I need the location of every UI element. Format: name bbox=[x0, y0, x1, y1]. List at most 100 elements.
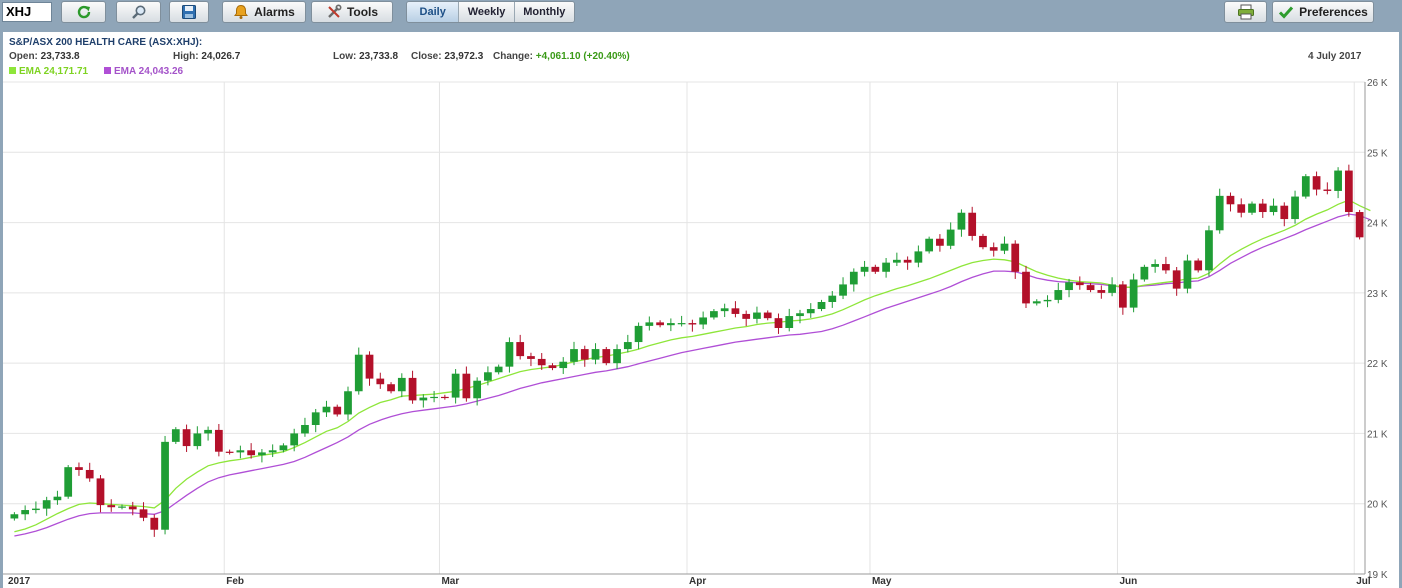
save-icon bbox=[182, 5, 196, 19]
candle-up bbox=[1205, 230, 1213, 271]
candle-up bbox=[1129, 279, 1138, 308]
candle-up bbox=[171, 429, 180, 442]
candle-up bbox=[473, 380, 482, 399]
alarms-button[interactable]: Alarms bbox=[222, 1, 306, 23]
candle-up bbox=[699, 317, 708, 325]
x-tick-label: 2017 bbox=[8, 576, 31, 587]
candle-down bbox=[871, 266, 880, 272]
candle-up bbox=[946, 229, 955, 246]
ema-lines bbox=[14, 199, 1371, 537]
checkmark-icon bbox=[1279, 6, 1294, 19]
candle-up bbox=[419, 397, 428, 401]
candle-down bbox=[936, 238, 944, 246]
search-button[interactable] bbox=[116, 1, 161, 23]
candle-up bbox=[710, 311, 718, 318]
candle-up bbox=[1065, 282, 1073, 291]
tab-weekly[interactable]: Weekly bbox=[459, 2, 515, 22]
open-stat: Open: 23,733.8 bbox=[9, 51, 80, 62]
candlestick-chart: 19 K 20 K 21 K 22 K 23 K 24 K 25 K 26 K 2017 Feb… bbox=[3, 78, 1388, 587]
candle-up bbox=[849, 271, 858, 285]
ema-fast-line bbox=[14, 199, 1371, 533]
candle-up bbox=[301, 424, 309, 434]
candles bbox=[10, 164, 1364, 537]
candle-up bbox=[204, 429, 212, 434]
candle-up bbox=[505, 342, 514, 367]
candle-down bbox=[1011, 243, 1020, 272]
y-tick-label: 26 K bbox=[1367, 78, 1388, 89]
candle-down bbox=[1237, 204, 1246, 213]
candle-down bbox=[1162, 264, 1170, 271]
tools-label: Tools bbox=[346, 5, 379, 19]
candle-down bbox=[1022, 271, 1030, 304]
search-icon bbox=[131, 5, 145, 19]
candle-down bbox=[376, 378, 385, 385]
candle-up bbox=[1108, 284, 1116, 293]
chart-grid bbox=[3, 81, 1365, 575]
candle-up bbox=[236, 450, 245, 453]
candle-up bbox=[806, 309, 815, 314]
x-tick-label: Jul bbox=[1356, 576, 1371, 587]
candle-down bbox=[516, 342, 525, 357]
candle-up bbox=[53, 496, 62, 501]
printer-icon bbox=[1237, 4, 1254, 20]
high-label: High: bbox=[173, 51, 199, 62]
symbol-input[interactable]: XHJ bbox=[2, 2, 52, 22]
high-stat: High: 24,026.7 bbox=[173, 51, 240, 62]
candle-down bbox=[440, 396, 449, 399]
candle-down bbox=[462, 373, 471, 399]
candle-up bbox=[1140, 266, 1149, 280]
candle-up bbox=[32, 508, 40, 511]
candle-down bbox=[182, 429, 191, 447]
candle-up bbox=[677, 323, 686, 325]
y-axis: 19 K 20 K 21 K 22 K 23 K 24 K 25 K 26 K bbox=[1364, 78, 1388, 581]
candle-up bbox=[21, 510, 30, 515]
refresh-button[interactable] bbox=[61, 1, 106, 23]
y-tick-label: 22 K bbox=[1367, 359, 1388, 370]
candle-up bbox=[279, 445, 288, 451]
chart-title: S&P/ASX 200 HEALTH CARE (ASX:XHJ): bbox=[9, 37, 203, 48]
candle-up bbox=[796, 313, 804, 317]
change-stat: Change: +4,061.10 (+20.40%) bbox=[493, 51, 630, 62]
print-button[interactable] bbox=[1224, 1, 1267, 23]
tools-button[interactable]: Tools bbox=[311, 1, 393, 23]
open-label: Open: bbox=[9, 51, 38, 62]
candle-down bbox=[1075, 282, 1084, 286]
chart-panel: S&P/ASX 200 HEALTH CARE (ASX:XHJ): Open:… bbox=[3, 32, 1399, 588]
candle-up bbox=[1151, 264, 1160, 267]
candle-down bbox=[979, 235, 987, 248]
tab-daily[interactable]: Daily bbox=[407, 2, 460, 22]
candle-up bbox=[1291, 196, 1299, 220]
preferences-button[interactable]: Preferences bbox=[1272, 1, 1374, 23]
candle-up bbox=[64, 467, 73, 497]
x-tick-label: Jun bbox=[1119, 576, 1137, 587]
candle-down bbox=[214, 429, 223, 452]
close-stat: Close: 23,972.3 bbox=[411, 51, 483, 62]
candle-up bbox=[354, 354, 363, 392]
candle-down bbox=[774, 318, 783, 328]
candle-up bbox=[1054, 290, 1063, 300]
candle-up bbox=[1334, 170, 1342, 191]
tools-icon bbox=[328, 4, 342, 18]
candle-down bbox=[1280, 205, 1289, 220]
candle-up bbox=[925, 238, 934, 252]
candle-up bbox=[193, 433, 202, 447]
candle-down bbox=[742, 313, 751, 319]
candle-down bbox=[1344, 170, 1353, 213]
candle-up bbox=[785, 316, 794, 328]
candle-down bbox=[656, 322, 664, 326]
plot-area bbox=[3, 82, 1365, 574]
candle-up bbox=[1043, 299, 1052, 302]
low-stat: Low: 23,733.8 bbox=[333, 51, 398, 62]
save-button[interactable] bbox=[169, 1, 209, 23]
candle-up bbox=[258, 452, 266, 456]
candle-up bbox=[559, 361, 568, 369]
candle-down bbox=[527, 356, 535, 359]
candle-down bbox=[150, 517, 159, 530]
candle-down bbox=[107, 505, 116, 508]
high-value: 24,026.7 bbox=[201, 51, 241, 62]
candle-down bbox=[387, 384, 395, 392]
change-label: Change: bbox=[493, 51, 533, 62]
tab-monthly[interactable]: Monthly bbox=[514, 2, 574, 22]
candle-up bbox=[666, 323, 675, 326]
ema-slow-label: EMA 24,043.26 bbox=[114, 66, 184, 77]
